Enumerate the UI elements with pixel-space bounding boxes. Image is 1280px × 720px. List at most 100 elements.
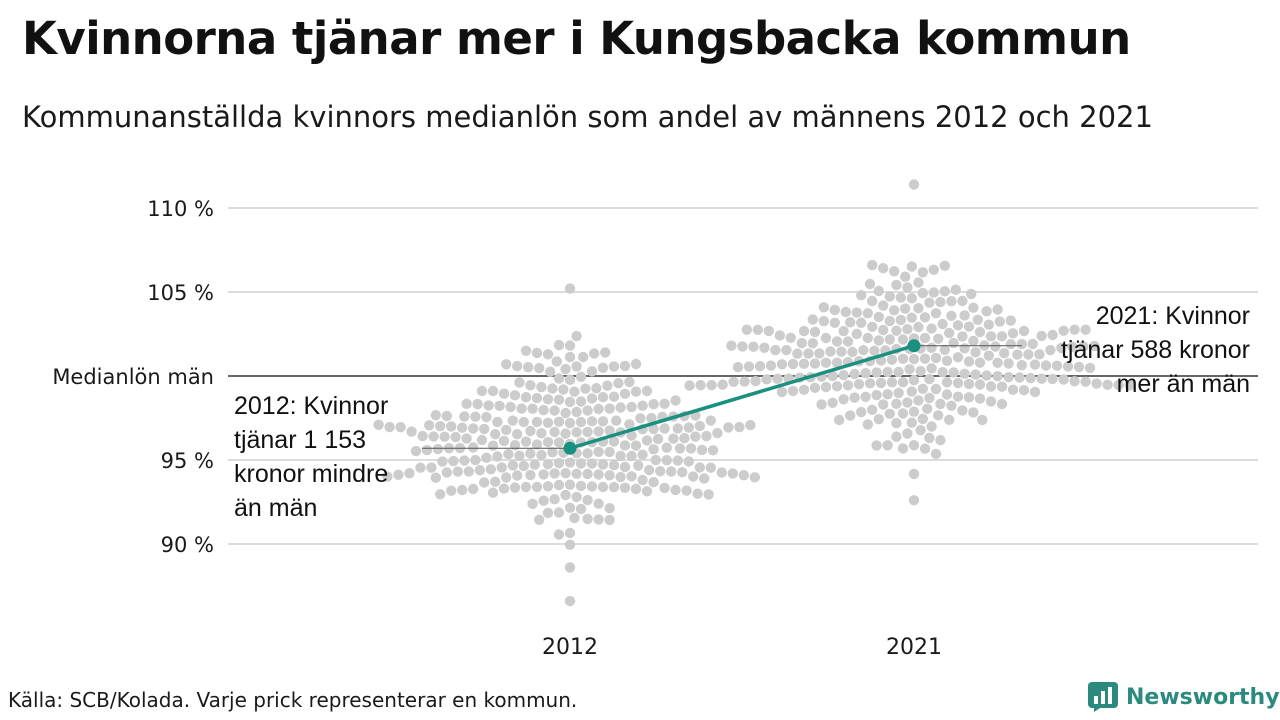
municipality-dot-2021 xyxy=(1034,349,1045,360)
municipality-dot-2021 xyxy=(935,435,946,446)
municipality-dot-2012 xyxy=(525,380,536,391)
municipality-dot-2012 xyxy=(608,460,620,471)
municipality-dot-2021 xyxy=(860,368,871,379)
highlight-point-2012 xyxy=(563,441,577,455)
municipality-dot-2012 xyxy=(437,456,448,467)
municipality-dots xyxy=(373,179,1135,607)
municipality-dot-2012 xyxy=(571,361,582,372)
municipality-dot-2021 xyxy=(851,328,862,340)
municipality-dot-2021 xyxy=(836,346,847,357)
municipality-dot-2012 xyxy=(624,376,635,388)
municipality-dot-2012 xyxy=(646,412,657,424)
municipality-dot-2021 xyxy=(908,406,920,417)
municipality-dot-2012 xyxy=(641,385,653,397)
municipality-dot-2021 xyxy=(776,386,788,398)
municipality-dot-2012 xyxy=(553,479,565,491)
municipality-dot-2012 xyxy=(542,417,554,428)
municipality-dot-2021 xyxy=(937,367,948,378)
municipality-dot-2021 xyxy=(939,260,950,271)
annotation-2021: 2021: Kvinnor tjänar 588 kronor mer än män xyxy=(1061,302,1250,398)
municipality-dot-2012 xyxy=(501,424,512,436)
municipality-dot-2021 xyxy=(840,306,851,318)
municipality-dot-2021 xyxy=(959,368,970,379)
municipality-dot-2021 xyxy=(957,405,968,416)
municipality-dot-2021 xyxy=(1029,386,1041,398)
municipality-dot-2012 xyxy=(542,459,554,470)
annotation-line: tjänar 588 kronor xyxy=(1061,336,1250,364)
municipality-dot-2012 xyxy=(525,448,536,459)
municipality-dot-2012 xyxy=(520,436,532,447)
x-axis-tick-labels: 2012 2021 xyxy=(542,635,942,660)
municipality-dot-2021 xyxy=(838,394,849,405)
municipality-dot-2012 xyxy=(564,417,576,429)
municipality-dot-2012 xyxy=(672,455,683,466)
municipality-dot-2021 xyxy=(816,399,827,410)
municipality-dot-2021 xyxy=(999,348,1010,359)
annotation-leader-lines xyxy=(422,345,1022,449)
municipality-dot-2021 xyxy=(878,399,889,410)
municipality-dot-2012 xyxy=(430,472,441,483)
municipality-dot-2012 xyxy=(430,410,441,421)
municipality-dot-2012 xyxy=(558,384,569,395)
municipality-dot-2021 xyxy=(939,286,950,297)
municipality-dot-2012 xyxy=(619,461,631,473)
municipality-dot-2012 xyxy=(424,420,435,431)
municipality-dot-2012 xyxy=(690,431,701,442)
municipality-dot-2012 xyxy=(604,514,615,526)
municipality-dot-2021 xyxy=(831,381,843,392)
municipality-dot-2021 xyxy=(867,295,878,307)
municipality-dot-2021 xyxy=(838,326,849,337)
municipality-dot-2021 xyxy=(818,302,829,313)
municipality-dot-2021 xyxy=(908,495,920,506)
municipality-dot-2021 xyxy=(732,362,744,373)
municipality-dot-2012 xyxy=(696,444,708,456)
municipality-dot-2012 xyxy=(426,462,437,473)
municipality-dot-2012 xyxy=(604,446,615,458)
municipality-dot-2012 xyxy=(564,502,576,513)
municipality-dot-2021 xyxy=(924,432,935,444)
municipality-dot-2021 xyxy=(787,385,799,397)
municipality-dot-2021 xyxy=(871,367,882,378)
municipality-dot-2012 xyxy=(498,483,510,494)
municipality-dot-2021 xyxy=(878,300,889,311)
municipality-dot-2012 xyxy=(457,422,468,433)
municipality-dot-2012 xyxy=(498,388,510,399)
municipality-dot-2012 xyxy=(490,476,501,487)
municipality-dot-2021 xyxy=(906,312,917,323)
municipality-dot-2021 xyxy=(820,357,832,368)
municipality-dot-2012 xyxy=(630,358,642,370)
municipality-dot-2021 xyxy=(919,443,931,454)
municipality-dot-2012 xyxy=(538,404,549,416)
municipality-dot-2012 xyxy=(569,512,580,524)
municipality-dot-2012 xyxy=(468,423,479,434)
municipality-dot-2012 xyxy=(410,445,422,457)
municipality-dot-2021 xyxy=(946,296,957,307)
municipality-dot-2021 xyxy=(765,360,777,371)
municipality-dot-2012 xyxy=(512,470,523,481)
municipality-dot-2012 xyxy=(604,470,615,481)
municipality-dot-2012 xyxy=(393,469,404,480)
municipality-dot-2012 xyxy=(446,421,457,432)
municipality-dot-2021 xyxy=(873,285,884,297)
municipality-dot-2012 xyxy=(593,469,604,480)
municipality-dot-2021 xyxy=(814,348,825,359)
municipality-dot-2012 xyxy=(527,498,538,509)
municipality-dot-2021 xyxy=(818,316,829,327)
municipality-dot-2012 xyxy=(520,481,532,493)
municipality-dot-2012 xyxy=(586,458,598,469)
municipality-dot-2012 xyxy=(428,431,439,442)
municipality-dot-2012 xyxy=(468,483,479,495)
municipality-dot-2012 xyxy=(670,484,681,496)
municipality-dot-2012 xyxy=(384,421,395,433)
municipality-dot-2021 xyxy=(935,398,946,410)
municipality-dot-2012 xyxy=(701,430,712,442)
municipality-dot-2021 xyxy=(906,417,917,428)
municipality-dot-2021 xyxy=(796,337,807,349)
municipality-dot-2021 xyxy=(963,392,975,403)
municipality-dot-2021 xyxy=(1089,340,1100,352)
municipality-dot-2021 xyxy=(882,389,893,400)
municipality-dot-2012 xyxy=(551,356,562,367)
municipality-dot-2012 xyxy=(582,405,593,416)
municipality-dot-2012 xyxy=(648,399,659,410)
municipality-dot-2021 xyxy=(858,345,869,356)
